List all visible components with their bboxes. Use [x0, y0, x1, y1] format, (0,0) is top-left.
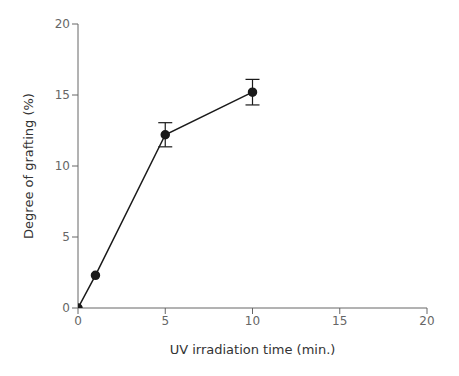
svg-text:10: 10 — [245, 314, 260, 328]
svg-text:5: 5 — [62, 230, 70, 244]
svg-text:0: 0 — [62, 301, 70, 315]
svg-text:UV irradiation time (min.): UV irradiation time (min.) — [170, 342, 336, 357]
svg-text:Degree of grafting (%): Degree of grafting (%) — [21, 93, 36, 239]
svg-text:15: 15 — [55, 88, 70, 102]
svg-text:20: 20 — [55, 17, 70, 31]
svg-text:5: 5 — [161, 314, 169, 328]
svg-text:10: 10 — [55, 159, 70, 173]
svg-text:15: 15 — [332, 314, 347, 328]
svg-text:20: 20 — [419, 314, 434, 328]
svg-text:0: 0 — [74, 314, 82, 328]
